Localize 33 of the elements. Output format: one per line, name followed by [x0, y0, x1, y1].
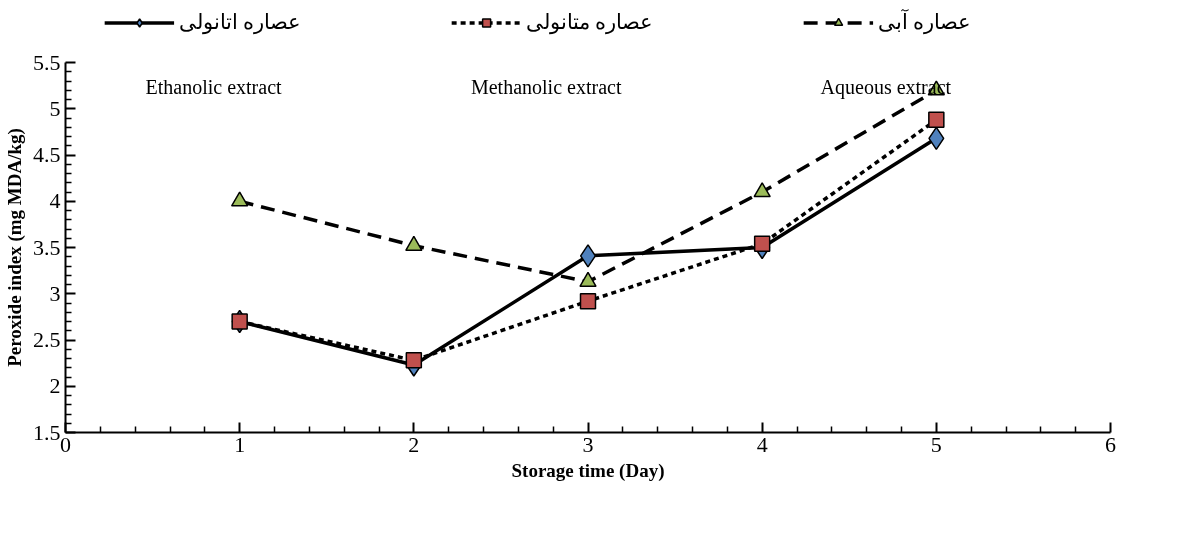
point	[231, 313, 248, 330]
x-axis-title: Storage time (Day)	[511, 459, 665, 482]
legend-label: عصاره اتانولی	[178, 9, 301, 35]
point	[405, 235, 423, 252]
y-tick-label: 3.5	[33, 234, 61, 260]
point	[579, 244, 597, 268]
y-tick-label: 1.5	[33, 419, 61, 445]
x-tick-label: 0	[60, 431, 71, 457]
point	[753, 235, 771, 253]
y-tick-label: 4.5	[33, 142, 61, 167]
legend-label: عصاره متانولی	[525, 9, 654, 35]
y-tick-label: 3	[49, 280, 61, 306]
x-tick-label: 4	[756, 431, 768, 457]
annotation: Ethanolic extract	[145, 75, 283, 98]
x-tick-label: 2	[408, 431, 420, 457]
x-tick-label: 1	[234, 431, 246, 457]
point	[579, 271, 597, 288]
point	[753, 182, 771, 198]
y-tick-label: 5	[49, 95, 61, 121]
y-tick-label: 4	[49, 188, 61, 214]
x-tick-label: 3	[582, 431, 594, 457]
point	[230, 191, 249, 207]
y-axis-title: Peroxide index (mg MDA/kg)	[4, 128, 26, 367]
point	[405, 352, 423, 369]
legend-label: عصاره آبی	[878, 9, 972, 35]
point	[928, 111, 945, 129]
point	[579, 292, 597, 310]
x-tick-label: 5	[930, 431, 942, 457]
annotation: Methanolic extract	[470, 75, 622, 98]
x-tick-label: 6	[1105, 431, 1116, 457]
y-tick-label: 2.5	[33, 327, 61, 352]
y-tick-label: 5.5	[33, 49, 61, 75]
y-tick-label: 2	[49, 373, 61, 399]
